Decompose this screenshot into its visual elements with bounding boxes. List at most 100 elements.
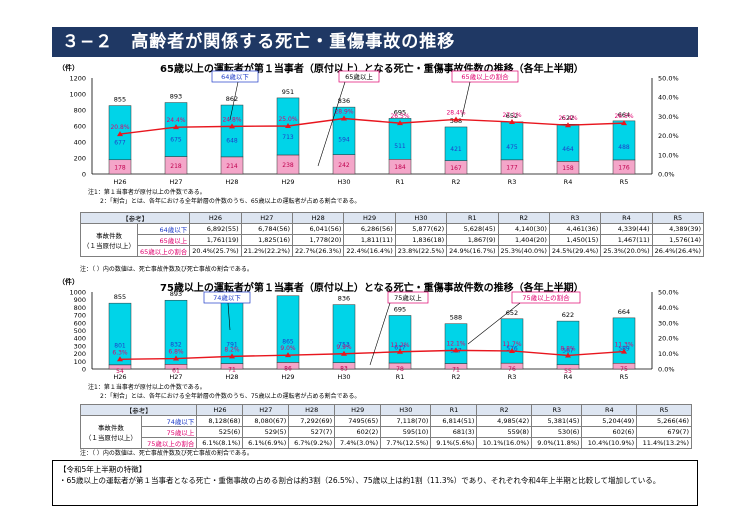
chart2-legend-label: 75歳以上の割合: [522, 293, 570, 302]
table-group-label: 事故件数 （１当原付以上）: [80, 223, 138, 257]
table-cell: 679(7): [636, 426, 692, 438]
chart1-bar-over-label: 238: [282, 162, 294, 169]
chart2-bar-over-label: 71: [228, 367, 236, 374]
table-row: 65歳以上 1,761(19) 1,825(16) 1,778(20) 1,811(11…: [81, 234, 705, 246]
chart2-bar-under: [108, 302, 132, 366]
chart2-y-tick: 400: [74, 335, 86, 343]
table-cell: 7.4%(3.0%): [334, 437, 382, 449]
chart1-bar-over-label: 167: [450, 165, 462, 172]
chart1-x-tick: R2: [452, 178, 461, 186]
chart1-ratio-marker: [565, 122, 571, 128]
chart1-ratio-marker: [173, 124, 179, 130]
chart2-bar-over-label: 75: [620, 366, 628, 373]
table-year-header: R2: [476, 404, 533, 416]
chart1-ratio-line: [119, 117, 625, 135]
chart2-ratio-label: 9.0%: [280, 345, 296, 352]
table-cell: 530(6): [531, 426, 583, 438]
chart2-x-tick: R4: [564, 373, 573, 381]
chart2-bar-under-label: 791: [226, 341, 238, 348]
table-row-label: 75歳以上: [140, 426, 198, 438]
chart2-bar-over-label: 61: [172, 367, 180, 374]
chart1-bar-under-label: 464: [562, 146, 574, 153]
chart1-total-label: 862: [226, 95, 238, 103]
table-year-header: H26: [196, 404, 244, 416]
chart1-legend-box: [338, 70, 380, 83]
chart2-ratio-label: 8.8%: [560, 345, 576, 352]
chart1-ratio-label: 27.1%: [502, 112, 521, 119]
chart1-x-tick: R3: [508, 178, 517, 186]
chart1-legend-pointer: [229, 81, 239, 121]
chart2-y2-tick: 0.0%: [658, 366, 675, 374]
table-row: 75歳以上 525(6) 529(5) 527(7) 602(2) 595(10) 681(…: [81, 426, 692, 438]
chart1-ratio-label: 28.4%: [446, 109, 465, 116]
chart1-legend-pointer: [461, 81, 471, 118]
chart2-legend-box: [387, 291, 429, 304]
chart1-bar-under-label: 511: [394, 143, 406, 150]
chart1-total-label: 652: [506, 112, 518, 120]
chart1-y2-tick: 40.0%: [658, 94, 679, 102]
table-cell: 7495(65): [334, 415, 382, 427]
chart2-x-tick: H28: [225, 373, 238, 381]
table-cell: 6,814(51): [430, 415, 478, 427]
chart2-ratio-label: 8.2%: [224, 346, 240, 353]
table-cell: 25.3%(20.0%): [600, 245, 653, 257]
chart2-ratio-label: 11.2%: [390, 342, 409, 349]
chart1-bar-over-label: 184: [394, 164, 406, 171]
chart1-y-tick: 400: [74, 139, 86, 147]
chart2-bar-over-label: 83: [340, 366, 348, 373]
chart1-total-label: 695: [394, 108, 406, 116]
chart1-bar-under-label: 475: [506, 144, 518, 151]
chart2-y-tick: 1000: [69, 289, 86, 297]
table-cell: 5,266(46): [636, 415, 692, 427]
reference-table-1: 【参考】 H26 H27 H28 H29 H30 R1 R2 R3 R4 R5 事故件数 （１当原付以上…: [79, 212, 705, 257]
chart2-x-tick: R1: [396, 373, 405, 381]
chart1-total-label: 855: [114, 96, 126, 104]
chart1-legend-label: 64歳以下: [221, 72, 249, 81]
table-cell: 8,080(67): [242, 415, 290, 427]
chart2-legend-pointer: [227, 302, 231, 331]
chart1-bar-over-label: 218: [170, 163, 182, 170]
chart2-ratio-marker: [341, 350, 347, 356]
table-row-label: 75歳以上の割合: [140, 437, 198, 449]
chart1-x-tick: H29: [281, 178, 294, 186]
chart1-note-2: 2：「割合」とは、各年における全年齢層の件数のうち、65歳以上の運転者が占める割…: [100, 198, 361, 205]
chart1-ratio-label: 24.4%: [166, 117, 185, 124]
chart1-bar-under-label: 594: [338, 136, 350, 143]
chart2-ratio-marker: [509, 347, 515, 353]
chart1-ratio-label: 25.0%: [278, 116, 297, 123]
chart2-bar-under-label: 617: [394, 345, 406, 352]
chart2-y2-tick: 20.0%: [658, 335, 679, 343]
chart2-bar-over-label: 86: [284, 365, 292, 372]
chart1-y-tick: 0: [82, 171, 86, 179]
page-title: ３−２ 高齢者が関係する死亡・重傷事故の推移: [52, 27, 698, 57]
chart1-legend-box: [211, 70, 259, 83]
chart1-ratio-marker: [453, 116, 459, 122]
chart2-ratio-label: 6.8%: [168, 349, 184, 356]
chart1-x-tick: R1: [396, 178, 405, 186]
chart1-total-label: 836: [338, 97, 350, 105]
table-cell: 7.7%(12.5%): [380, 437, 432, 449]
chart2-ratio-marker: [397, 348, 403, 354]
chart2-ratio-marker: [285, 352, 291, 358]
chart2-total-label: 664: [618, 308, 630, 316]
chart2-bar-under: [388, 315, 412, 364]
chart1-bar-under-label: 675: [170, 136, 182, 143]
features-text: ・65歳以上の運転者が第１当事者となる死亡・重傷事故の占める割合は約3割（26.…: [59, 475, 661, 485]
chart1-ratio-marker: [397, 120, 403, 126]
table-row: 事故件数 （１当原付以上） 64歳以下 6,892(55) 6,784(56) 6,041…: [80, 223, 705, 257]
chart1-bar-under-label: 488: [618, 144, 630, 151]
chart2-x-tick: R3: [508, 373, 517, 381]
chart2-legend-box: [203, 291, 251, 304]
chart2-legend-box: [511, 291, 581, 304]
chart1-bar-under: [164, 102, 188, 157]
chart1-bar-over-label: 178: [114, 164, 126, 171]
chart2-title: 75歳以上の運転者が第１当事者（原付以上）となる死亡・重傷事故件数の推移（各年上…: [160, 283, 584, 294]
chart2-x-tick: H27: [169, 373, 182, 381]
chart2-bar-under: [444, 323, 468, 364]
chart2-total-label: 893: [170, 290, 182, 298]
features-heading: 【令和5年上半期の特徴】: [59, 465, 147, 474]
chart1-total-label: 951: [282, 88, 294, 96]
table2-note: 注：（ ）内の数値は、死亡事故件数及び死亡事故の割合である。: [80, 450, 253, 457]
chart1-y2-tick: 0.0%: [658, 171, 675, 179]
chart2-bar-under-label: 865: [282, 339, 294, 346]
